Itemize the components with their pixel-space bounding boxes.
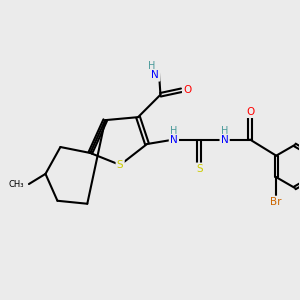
Text: S: S [196,164,202,174]
Text: N: N [152,70,159,80]
Text: S: S [117,160,124,170]
Text: N: N [170,135,178,145]
Text: O: O [183,85,191,95]
Text: H: H [221,126,228,136]
Text: H: H [148,61,155,71]
Text: CH₃: CH₃ [9,179,24,188]
Text: Br: Br [271,197,282,207]
Text: H: H [170,126,178,136]
Text: O: O [246,107,254,117]
Text: N: N [221,135,229,145]
